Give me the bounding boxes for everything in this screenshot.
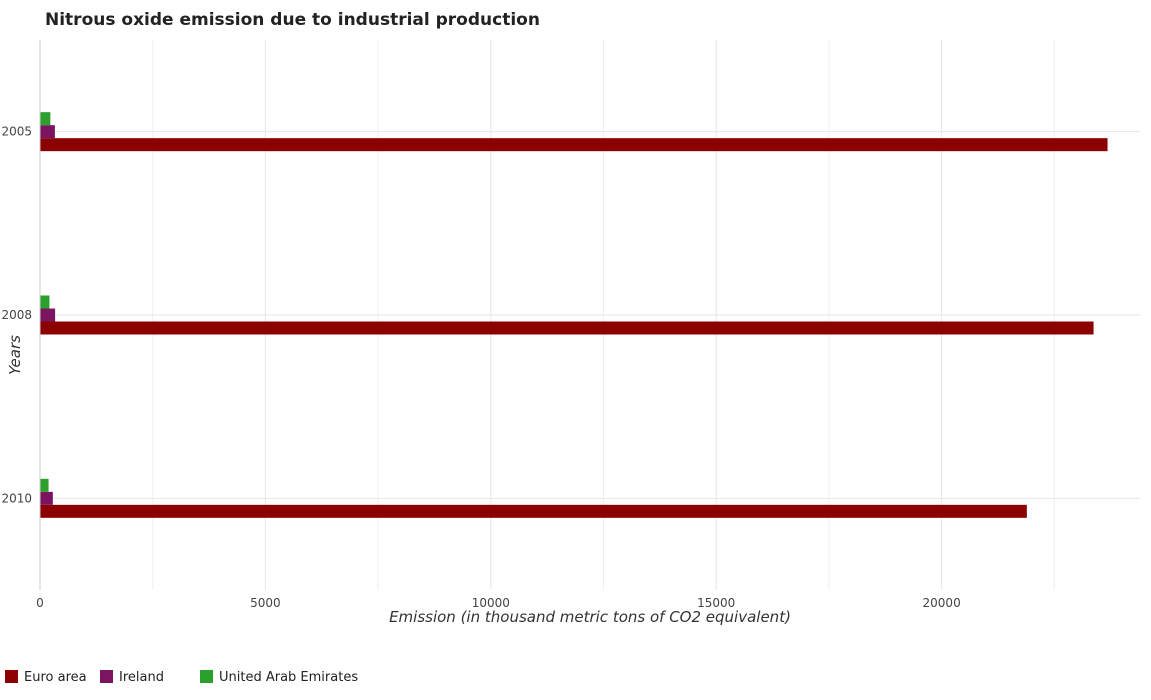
bar-ireland-2005 xyxy=(40,125,55,139)
legend: Euro area Ireland United Arab Emirates xyxy=(5,670,358,685)
bar-euro-area-2010 xyxy=(40,504,1027,518)
bar-united-arab-emirates-2008 xyxy=(40,295,50,309)
plot-area: 0 5000 10000 15000 20000 2005 2008 2010 xyxy=(1,40,1140,610)
bar-ireland-2010 xyxy=(40,491,53,505)
legend-label: Euro area xyxy=(24,670,87,685)
bar-euro-area-2005 xyxy=(40,138,1108,152)
x-tick-label: 5000 xyxy=(250,596,281,610)
x-tick-label: 10000 xyxy=(472,596,510,610)
bar-united-arab-emirates-2005 xyxy=(40,112,51,126)
x-tick-label: 20000 xyxy=(923,596,961,610)
x-tick-label: 15000 xyxy=(697,596,735,610)
bar-ireland-2008 xyxy=(40,308,56,322)
y-tick-label: 2008 xyxy=(1,308,32,322)
legend-swatch xyxy=(5,670,18,683)
y-tick-label: 2010 xyxy=(1,491,32,505)
legend-swatch xyxy=(100,670,113,683)
legend-label: United Arab Emirates xyxy=(219,670,358,685)
legend-label: Ireland xyxy=(119,670,164,685)
y-tick-label: 2005 xyxy=(1,125,32,139)
x-axis-label: Emission (in thousand metric tons of CO2… xyxy=(389,608,791,626)
legend-swatch xyxy=(200,670,213,683)
bar-euro-area-2008 xyxy=(40,321,1094,335)
chart-title: Nitrous oxide emission due to industrial… xyxy=(45,10,540,30)
bar-united-arab-emirates-2010 xyxy=(40,478,49,492)
x-tick-label: 0 xyxy=(36,596,44,610)
y-axis-label: Years xyxy=(6,335,24,375)
